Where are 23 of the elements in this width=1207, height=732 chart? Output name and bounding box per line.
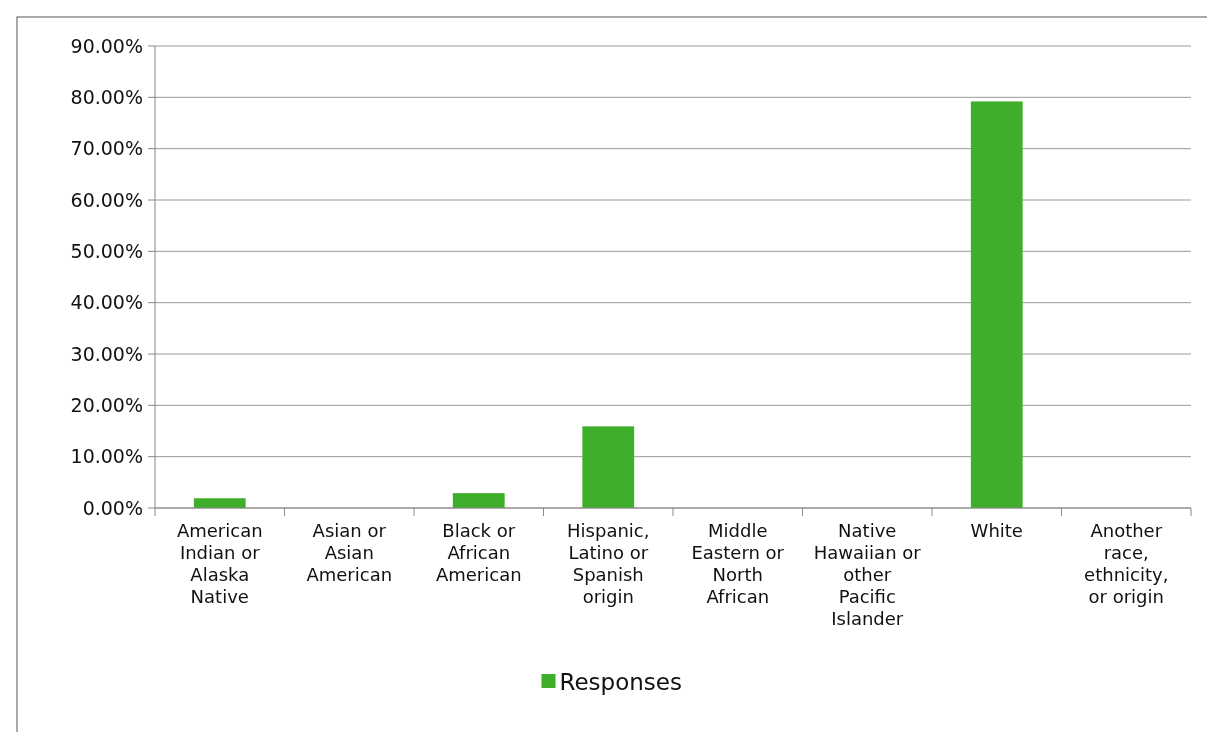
x-tick-label: Middle Eastern or North African	[691, 520, 785, 607]
y-tick-label: 50.00%	[70, 239, 143, 262]
y-tick-label: 70.00%	[70, 137, 143, 160]
legend-label: Responses	[559, 669, 682, 696]
y-tick-label: 80.00%	[70, 85, 143, 108]
x-tick-label: Asian or Asian American	[306, 520, 393, 585]
y-tick-label: 40.00%	[70, 291, 143, 314]
y-tick-label: 30.00%	[70, 342, 143, 365]
y-tick-label: 90.00%	[70, 34, 143, 57]
x-tick-label: Native Hawaiian or other Pacific Islander	[813, 520, 922, 629]
x-tick-label: Another race, ethnicity, or origin	[1084, 520, 1169, 607]
x-tick-label: American Indian or Alaska Native	[176, 520, 263, 607]
x-tick-label: Black or African American	[435, 520, 522, 585]
x-tick-label: White	[970, 520, 1023, 541]
bar	[193, 498, 246, 508]
y-tick-label: 20.00%	[70, 393, 143, 416]
bar	[970, 101, 1023, 508]
y-tick-label: 0.00%	[82, 496, 143, 519]
y-tick-label: 60.00%	[70, 188, 143, 211]
bar	[582, 426, 635, 508]
x-tick-label: Hispanic, Latino or Spanish origin	[567, 520, 650, 607]
y-tick-label: 10.00%	[70, 445, 143, 468]
bar	[452, 493, 505, 508]
